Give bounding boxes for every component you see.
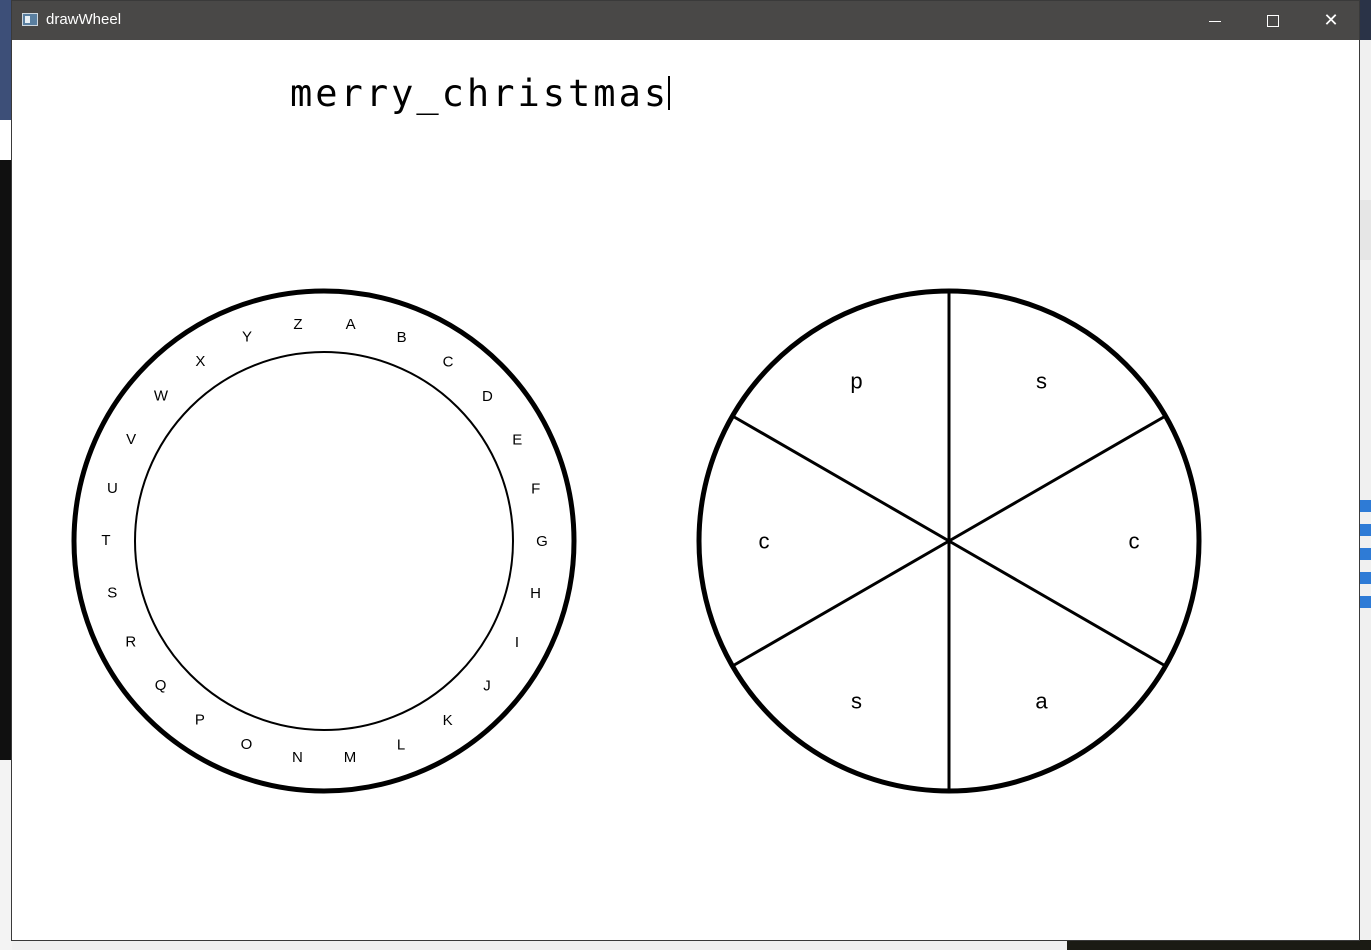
segment-letter: a (1035, 689, 1048, 714)
app-icon (22, 13, 38, 26)
alphabet-letter: S (107, 584, 117, 601)
alphabet-letter: V (126, 431, 136, 448)
alphabet-letter: L (397, 736, 405, 753)
segment-letter: s (851, 689, 862, 714)
minimize-button[interactable] (1186, 1, 1244, 40)
background-window (1360, 40, 1371, 950)
alphabet-letter: B (397, 329, 407, 346)
desktop-background (0, 120, 12, 160)
window-title: drawWheel (46, 11, 122, 28)
alphabet-letter: I (515, 634, 519, 651)
desktop-background (0, 760, 12, 950)
segment-divider (731, 539, 950, 668)
alphabet-letter: O (241, 736, 253, 753)
drawing-canvas[interactable]: merry_christmas A B C D E F G H I J K L M N O P Q R S T U V W X… (12, 40, 1359, 940)
alphabet-letter: F (531, 481, 540, 498)
background-window (12, 940, 1360, 950)
alphabet-letter: D (482, 388, 493, 405)
segment-wheel[interactable]: s c a s c p (696, 288, 1202, 794)
segment-divider (948, 539, 1167, 668)
wheels-canvas: A B C D E F G H I J K L M N O P Q R S T U V W X Y Z s c a s c p (71, 288, 1202, 794)
alphabet-letter: C (443, 353, 454, 370)
maximize-button[interactable] (1244, 1, 1302, 40)
background-window-tags (1360, 500, 1371, 620)
maximize-icon (1267, 15, 1279, 27)
alphabet-letter: A (346, 316, 356, 333)
alphabet-letter: P (195, 712, 205, 729)
alphabet-letter: J (483, 677, 491, 694)
app-window: drawWheel ✕ merry_christmas A B C D E F G H I J K L… (11, 0, 1360, 941)
alphabet-letter: K (443, 712, 453, 729)
alphabet-letter: Y (242, 329, 252, 346)
alphabet-letter: M (344, 749, 357, 766)
alphabet-letter: U (107, 480, 118, 497)
alphabet-letter: X (195, 353, 205, 370)
alphabet-letter: G (536, 533, 548, 550)
desktop-background (0, 0, 12, 120)
alphabet-letter: Z (293, 316, 302, 333)
segment-letter: c (1129, 529, 1140, 554)
alphabet-letter: T (101, 532, 110, 549)
text-caret (668, 76, 670, 110)
alphabet-wheel-outer-ring (71, 288, 577, 794)
alphabet-wheel-inner-ring (134, 351, 514, 731)
title-bar[interactable]: drawWheel ✕ (12, 1, 1359, 40)
segment-letter: c (759, 529, 770, 554)
typed-text: merry_christmas (290, 72, 670, 115)
close-icon: ✕ (1323, 10, 1339, 31)
alphabet-letter: Q (155, 677, 167, 694)
alphabet-letter: N (292, 749, 303, 766)
desktop-background (0, 160, 12, 760)
alphabet-letter: H (530, 585, 541, 602)
close-button[interactable]: ✕ (1302, 1, 1360, 40)
desktop-background (1067, 940, 1371, 950)
minimize-icon (1209, 20, 1221, 22)
alphabet-wheel[interactable]: A B C D E F G H I J K L M N O P Q R S T U V W X Y Z (71, 288, 577, 794)
alphabet-letter: E (512, 431, 522, 448)
segment-letter: p (850, 368, 862, 393)
segment-letter: s (1036, 368, 1047, 393)
segment-divider (948, 414, 1167, 543)
alphabet-letter: W (154, 388, 169, 405)
background-window (1360, 200, 1371, 260)
segment-divider (731, 414, 950, 543)
alphabet-letter: R (125, 634, 136, 651)
